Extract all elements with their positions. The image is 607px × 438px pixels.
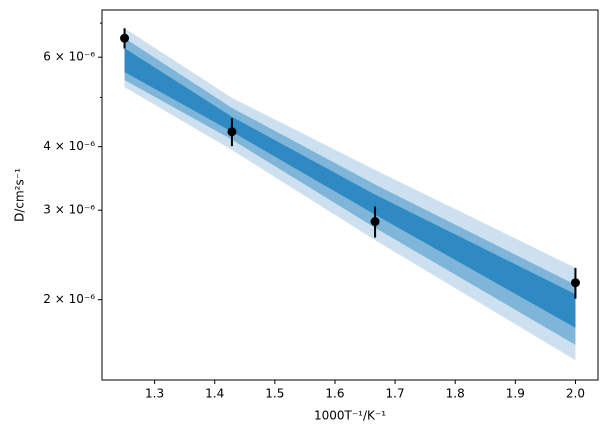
data-point [120, 33, 130, 43]
x-tick-label: 1.8 [446, 387, 465, 401]
data-point [570, 278, 580, 288]
y-tick-label: 6 × 10⁻⁶ [43, 50, 95, 64]
confidence-band [124, 48, 576, 328]
y-tick-label: 4 × 10⁻⁶ [43, 139, 95, 153]
x-tick-label: 2.0 [566, 387, 585, 401]
plot-frame [101, 9, 599, 381]
y-tick-label: 2 × 10⁻⁶ [43, 292, 95, 306]
data-point [370, 217, 380, 227]
x-tick-label: 1.4 [205, 387, 224, 401]
x-tick-label: 1.3 [145, 387, 164, 401]
x-tick-label: 1.6 [325, 387, 344, 401]
x-tick-label: 1.5 [265, 387, 284, 401]
x-tick-label: 1.9 [506, 387, 525, 401]
x-tick-label: 1.7 [386, 387, 405, 401]
x-axis-label: 1000T⁻¹/K⁻¹ [314, 409, 386, 423]
data-point [227, 127, 237, 137]
y-tick-label: 3 × 10⁻⁶ [43, 203, 95, 217]
y-axis-label: D/cm²s⁻¹ [13, 168, 27, 222]
